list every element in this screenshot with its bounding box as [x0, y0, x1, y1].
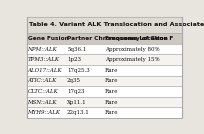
- Bar: [27, 54, 182, 65]
- Text: 5q36.1: 5q36.1: [67, 46, 86, 52]
- Text: Frequency of Gene F: Frequency of Gene F: [105, 36, 173, 41]
- Text: TPM3::ALK: TPM3::ALK: [28, 57, 60, 62]
- Text: NPM::ALK: NPM::ALK: [28, 46, 57, 52]
- Text: Rare: Rare: [105, 100, 119, 105]
- Bar: [27, 17, 182, 33]
- Bar: [27, 44, 182, 54]
- Bar: [27, 86, 182, 97]
- Text: Rare: Rare: [105, 68, 119, 73]
- Bar: [27, 65, 182, 76]
- Text: Gene Fusion: Gene Fusion: [28, 36, 68, 41]
- Text: CLTC::ALK: CLTC::ALK: [28, 89, 58, 94]
- Bar: [27, 76, 182, 86]
- Text: Rare: Rare: [105, 78, 119, 83]
- Text: ATIC::ALK: ATIC::ALK: [28, 78, 57, 83]
- Text: MSN::ALK: MSN::ALK: [28, 100, 57, 105]
- Text: 22q13.1: 22q13.1: [67, 110, 90, 115]
- Text: Partner Chromosome Location: Partner Chromosome Location: [67, 36, 168, 41]
- Bar: [27, 33, 182, 44]
- Bar: [27, 97, 182, 107]
- Text: MYH9::ALK: MYH9::ALK: [28, 110, 61, 115]
- Text: Rare: Rare: [105, 110, 119, 115]
- Text: Approximately 80%: Approximately 80%: [105, 46, 160, 52]
- Text: Approximately 15%: Approximately 15%: [105, 57, 160, 62]
- Text: 1p23: 1p23: [67, 57, 81, 62]
- Text: Table 4. Variant ALK Translocation and Associated Partner C: Table 4. Variant ALK Translocation and A…: [29, 22, 204, 27]
- Text: 2q35: 2q35: [67, 78, 81, 83]
- Text: Xp11.1: Xp11.1: [67, 100, 87, 105]
- Text: ALO17::ALK: ALO17::ALK: [28, 68, 62, 73]
- Text: Rare: Rare: [105, 89, 119, 94]
- Text: 17q25.3: 17q25.3: [67, 68, 90, 73]
- Text: 17q23: 17q23: [67, 89, 85, 94]
- Bar: [27, 107, 182, 118]
